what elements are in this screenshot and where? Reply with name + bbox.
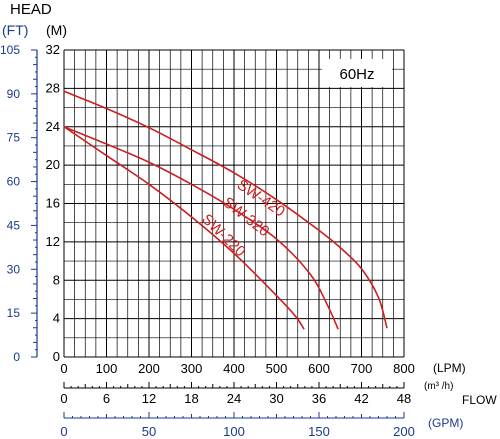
curve-sw-420 <box>63 90 388 329</box>
y-axis-unit-m: (M) <box>46 22 67 38</box>
y-tick-label-m: 24 <box>46 119 60 134</box>
y-tick-label-ft: 90 <box>7 87 21 101</box>
x-tick-label-gpm: 0 <box>60 424 67 439</box>
plot-grid <box>63 49 405 358</box>
y-tick-label-m: 8 <box>53 272 60 287</box>
y-tick-label-ft: 60 <box>7 175 21 189</box>
y-tick-label-ft: 15 <box>7 306 21 320</box>
y-tick-label-m: 0 <box>53 349 60 364</box>
x-tick-label-m3h: 0 <box>60 391 67 406</box>
curve-sw-220 <box>63 126 305 330</box>
y-tick-label-m: 32 <box>46 42 60 57</box>
frequency-badge-box <box>322 59 392 87</box>
x-tick-label-lpm: 600 <box>308 361 330 376</box>
y-tick-label-m: 16 <box>46 196 60 211</box>
y-tick-label-m: 12 <box>46 234 60 249</box>
x-tick-label-m3h: 24 <box>227 391 241 406</box>
x-axis-gpm: 0 50 100 150 200 <box>60 412 415 439</box>
x-axis-unit-gpm: (GPM) <box>428 416 463 430</box>
x-tick-label-lpm: 300 <box>181 361 203 376</box>
y-tick-label-ft: 75 <box>7 131 21 145</box>
x-tick-label-lpm: 700 <box>351 361 373 376</box>
x-tick-label-m3h: 18 <box>184 391 198 406</box>
pump-curves <box>63 90 388 330</box>
x-tick-label-m3h: 36 <box>312 391 326 406</box>
y-axis-unit-ft: (FT) <box>2 22 28 38</box>
y-tick-label-m: 28 <box>46 80 60 95</box>
y-axis-ft: 0 15 30 45 60 75 90 105 <box>0 43 38 364</box>
x-tick-label-lpm: 100 <box>96 361 118 376</box>
x-tick-label-lpm: 500 <box>266 361 288 376</box>
x-tick-label-m3h: 12 <box>142 391 156 406</box>
x-tick-label-m3h: 30 <box>269 391 283 406</box>
x-axis-flow-label: FLOW <box>462 393 497 407</box>
y-tick-label-m: 20 <box>46 157 60 172</box>
curve-sw-320 <box>63 126 339 330</box>
x-tick-label-gpm: 150 <box>308 424 330 439</box>
x-axis-unit-m3h: (m³ /h) <box>424 381 453 392</box>
x-tick-label-m3h: 6 <box>103 391 110 406</box>
x-tick-label-lpm: 200 <box>138 361 160 376</box>
y-tick-label-ft: 45 <box>7 218 21 232</box>
x-tick-label-gpm: 50 <box>142 424 156 439</box>
y-tick-label-ft: 0 <box>13 350 20 364</box>
x-tick-label-gpm: 200 <box>393 424 415 439</box>
frequency-badge: 60Hz <box>339 66 374 83</box>
x-tick-label-gpm: 100 <box>223 424 245 439</box>
y-tick-label-m: 4 <box>53 311 60 326</box>
y-axis-m-labels: 0 4 8 12 16 20 24 28 32 <box>46 42 60 364</box>
x-tick-label-m3h: 48 <box>397 391 411 406</box>
x-tick-label-lpm: 400 <box>223 361 245 376</box>
y-tick-label-ft: 105 <box>0 43 20 57</box>
x-axis-m3h: 0 6 12 18 24 30 36 42 48 <box>60 382 411 406</box>
x-tick-label-lpm: 800 <box>393 361 415 376</box>
x-tick-label-lpm: 0 <box>60 361 67 376</box>
x-tick-label-m3h: 42 <box>354 391 368 406</box>
y-tick-label-ft: 30 <box>7 262 21 276</box>
chart-title: HEAD <box>10 1 52 18</box>
x-axis-lpm-labels: 0 100 200 300 400 500 600 700 800 <box>60 361 414 376</box>
x-axis-unit-lpm: (LPM) <box>433 361 466 375</box>
